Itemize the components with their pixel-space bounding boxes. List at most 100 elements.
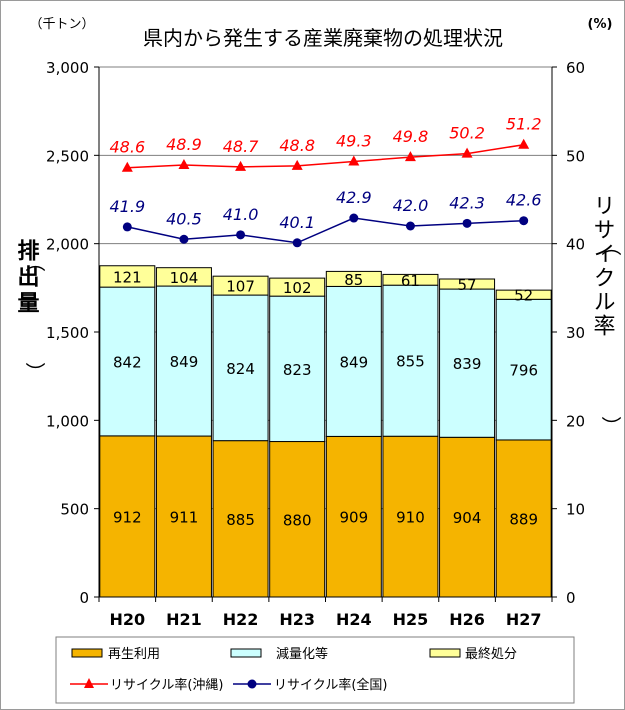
bar-value-label: 121 bbox=[113, 268, 142, 286]
bar-value-label: 61 bbox=[401, 272, 420, 290]
chart-title: 県内から発生する産業廃棄物の処理状況 bbox=[143, 26, 503, 50]
legend-marker-circle bbox=[247, 679, 257, 689]
line-data-label: 51.2 bbox=[506, 115, 542, 134]
left-tick-label: 2,500 bbox=[46, 147, 89, 165]
x-tick-label: H25 bbox=[393, 610, 429, 629]
line-point-circle bbox=[122, 222, 132, 232]
x-tick-label: H22 bbox=[223, 610, 259, 629]
line-data-label: 42.3 bbox=[449, 193, 485, 212]
bar-value-label: 909 bbox=[339, 509, 368, 527]
right-tick-label: 0 bbox=[566, 589, 576, 607]
left-tick-label: 0 bbox=[79, 589, 89, 607]
line-data-label: 48.7 bbox=[223, 137, 259, 156]
series-line bbox=[127, 217, 524, 244]
bar-segment bbox=[325, 285, 382, 437]
bar-value-label: 102 bbox=[283, 279, 312, 297]
bar-value-label: 855 bbox=[396, 353, 425, 371]
line-data-label: 50.2 bbox=[449, 124, 485, 143]
left-tick-label: 1,500 bbox=[46, 324, 89, 342]
left-tick-label: 500 bbox=[60, 501, 89, 519]
bar-value-label: 796 bbox=[509, 362, 538, 380]
left-tick-label: 3,000 bbox=[46, 59, 89, 77]
legend-label: 再生利用 bbox=[108, 647, 160, 662]
left-axis-paren-open: （ bbox=[23, 252, 47, 272]
bar-segment bbox=[382, 284, 439, 437]
line-point-circle bbox=[292, 238, 302, 248]
legend-label: リサイクル率(沖縄) bbox=[110, 677, 224, 693]
bar-segment bbox=[269, 295, 326, 443]
bar-segment bbox=[212, 275, 269, 296]
line-data-label: 48.8 bbox=[279, 136, 315, 155]
line-point-triangle bbox=[404, 151, 416, 162]
bar-value-label: 911 bbox=[170, 509, 199, 527]
bar-value-label: 885 bbox=[226, 511, 255, 529]
legend-label: リサイクル率(全国) bbox=[274, 677, 388, 693]
left-axis-title: （ 排出量 ） bbox=[14, 239, 48, 382]
bar-segment bbox=[99, 265, 156, 288]
right-unit-label: (%) bbox=[588, 17, 613, 32]
bar-segment bbox=[325, 270, 382, 287]
bar-value-label: 85 bbox=[344, 271, 363, 289]
bar-segment bbox=[269, 277, 326, 297]
bar-value-label: 849 bbox=[339, 353, 368, 371]
right-tick-label: 60 bbox=[566, 59, 585, 77]
bar-value-label: 824 bbox=[226, 360, 255, 378]
series-line bbox=[127, 143, 524, 169]
left-tick-label: 1,000 bbox=[46, 412, 89, 430]
line-data-label: 41.0 bbox=[223, 205, 259, 224]
right-tick-label: 40 bbox=[566, 236, 585, 254]
line-data-label: 40.1 bbox=[279, 213, 315, 232]
legend-marker-triangle bbox=[84, 678, 94, 688]
line-point-triangle bbox=[178, 159, 190, 170]
x-tick-label: H27 bbox=[506, 610, 542, 629]
legend-swatch bbox=[230, 648, 262, 658]
x-tick-label: H20 bbox=[109, 610, 145, 629]
x-tick-label: H21 bbox=[166, 610, 202, 629]
bar-value-label: 910 bbox=[396, 509, 425, 527]
bar-value-label: 823 bbox=[283, 361, 312, 379]
line-point-circle bbox=[349, 213, 359, 223]
bar-segment bbox=[495, 289, 552, 300]
legend-label: 減量化等 bbox=[276, 646, 328, 662]
bar-segment bbox=[155, 285, 212, 437]
line-data-label: 42.6 bbox=[506, 191, 542, 210]
line-point-triangle bbox=[348, 155, 360, 166]
line-data-label: 49.8 bbox=[393, 127, 429, 146]
bar-segment bbox=[212, 294, 269, 442]
bar-value-label: 104 bbox=[170, 269, 199, 287]
bar-segment bbox=[155, 267, 212, 287]
line-point-triangle bbox=[121, 161, 133, 172]
line-data-label: 42.0 bbox=[393, 196, 429, 215]
line-point-circle bbox=[179, 234, 189, 244]
bar-value-label: 912 bbox=[113, 508, 142, 526]
line-point-circle bbox=[405, 221, 415, 231]
line-point-circle bbox=[236, 230, 246, 240]
line-data-label: 49.3 bbox=[336, 132, 372, 151]
plot-area: 912 842 121 911 849 104 885 824 107 880 823 102 909 8… bbox=[46, 59, 585, 629]
bar-segment bbox=[382, 273, 439, 286]
line-data-label: 40.5 bbox=[166, 209, 202, 228]
bar-segment bbox=[382, 435, 439, 598]
line-data-label: 42.9 bbox=[336, 188, 372, 207]
bar-value-label: 52 bbox=[514, 287, 533, 305]
line-point-circle bbox=[462, 218, 472, 228]
bar-segment bbox=[99, 286, 156, 437]
bar-value-label: 57 bbox=[458, 276, 477, 294]
legend-swatch bbox=[71, 648, 103, 658]
left-unit-label: （千トン） bbox=[29, 17, 94, 32]
right-tick-label: 10 bbox=[566, 501, 585, 519]
right-tick-label: 20 bbox=[566, 412, 585, 430]
bar-value-label: 880 bbox=[283, 511, 312, 529]
bar-segment bbox=[495, 298, 552, 441]
bar-segment bbox=[99, 435, 156, 598]
right-axis-label: リサイクル率 bbox=[590, 194, 615, 338]
legend-label: 最終処分 bbox=[465, 646, 517, 662]
bar-value-label: 839 bbox=[453, 355, 482, 373]
line-data-label: 48.6 bbox=[110, 138, 146, 157]
bar-segment bbox=[439, 278, 496, 290]
right-tick-label: 30 bbox=[566, 324, 585, 342]
bar-value-label: 889 bbox=[509, 510, 538, 528]
right-axis-paren-close: ） bbox=[599, 416, 623, 436]
